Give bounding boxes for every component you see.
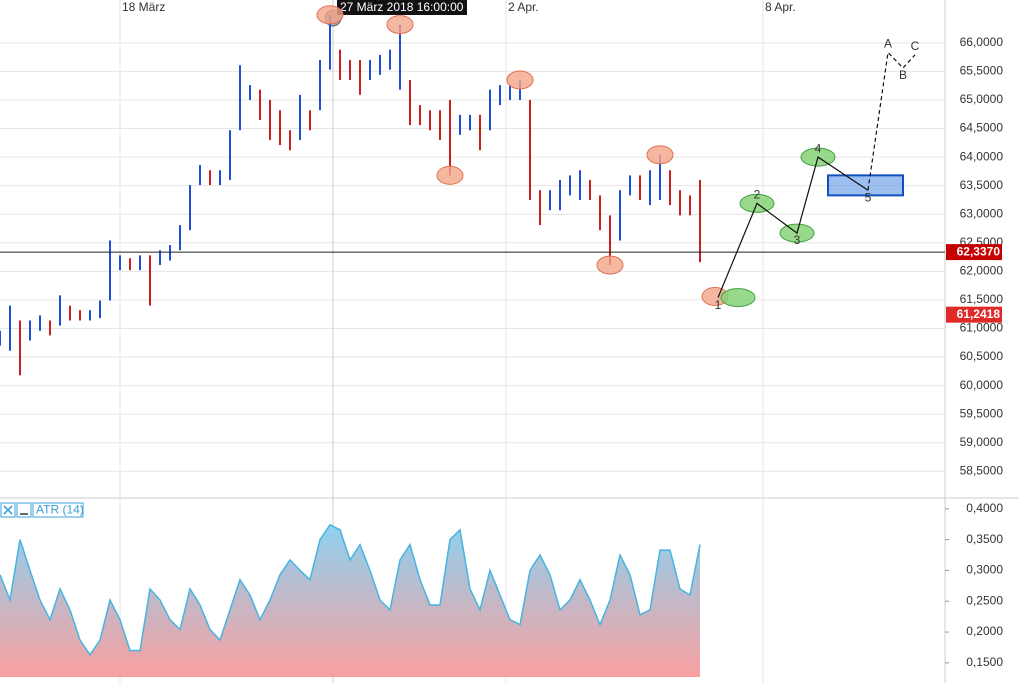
x-tick-label: 18 März <box>122 0 165 14</box>
indicator-title: ATR (14) <box>36 503 84 517</box>
wave-label: 3 <box>794 233 801 247</box>
crosshair-label: 27 März 2018 16:00:00 <box>340 0 464 14</box>
wave-path <box>717 156 869 298</box>
wave-label: B <box>899 68 907 82</box>
pivot-marker <box>646 145 674 165</box>
y-tick-label: 0,2000 <box>966 624 1003 638</box>
y-tick-label: 64,5000 <box>960 121 1004 135</box>
y-tick-label: 62,0000 <box>960 264 1004 278</box>
minimize-button[interactable] <box>16 502 32 518</box>
crosshair-label-box <box>337 0 467 15</box>
y-tick-label: 58,5000 <box>960 463 1004 477</box>
pivot-marker <box>506 70 534 90</box>
wave-label: 5 <box>865 190 872 204</box>
pivot-marker <box>596 255 624 275</box>
y-tick-label: 60,5000 <box>960 349 1004 363</box>
y-tick-label: 65,5000 <box>960 64 1004 78</box>
y-tick-label: 63,5000 <box>960 178 1004 192</box>
y-tick-label: 63,0000 <box>960 206 1004 220</box>
price-tag-box <box>946 306 1002 323</box>
y-tick-label: 0,3500 <box>966 532 1003 546</box>
y-tick-label: 0,2500 <box>966 593 1003 607</box>
wave-label: 2 <box>754 188 761 202</box>
pivot-marker <box>316 5 344 25</box>
close-icon <box>3 505 13 515</box>
x-tick-label: 8 Apr. <box>765 0 796 14</box>
wave-marker <box>720 288 756 308</box>
target-zone <box>827 174 904 197</box>
y-tick-label: 59,5000 <box>960 406 1004 420</box>
y-tick-label: 66,0000 <box>960 35 1004 49</box>
indicator-label-box[interactable] <box>32 502 84 518</box>
wave-label: 1 <box>715 298 722 312</box>
x-tick-label: 2 Apr. <box>508 0 539 14</box>
atr-area <box>0 524 700 677</box>
y-tick-label: 60,0000 <box>960 378 1004 392</box>
y-tick-label: 61,5000 <box>960 292 1004 306</box>
price-tag-label: 61,2418 <box>957 307 1001 321</box>
wave-label: C <box>911 39 920 53</box>
atr-line <box>0 523 701 657</box>
y-tick-label: 65,0000 <box>960 92 1004 106</box>
y-tick-label: 59,0000 <box>960 435 1004 449</box>
y-tick-label: 64,0000 <box>960 149 1004 163</box>
price-tag-label: 62,3370 <box>957 244 1001 258</box>
wave-label: 4 <box>815 141 822 155</box>
atr-toolbar: ATR (14) <box>0 502 84 518</box>
projection-path <box>867 51 916 191</box>
y-tick-label: 0,1500 <box>966 655 1003 669</box>
wave-label: A <box>884 37 892 51</box>
y-tick-label: 0,3000 <box>966 563 1003 577</box>
price-tag-box <box>946 244 1002 261</box>
y-tick-label: 0,4000 <box>966 501 1003 515</box>
pivot-marker <box>436 165 464 185</box>
y-tick-label: 61,0000 <box>960 321 1004 335</box>
pivot-marker <box>386 15 414 35</box>
